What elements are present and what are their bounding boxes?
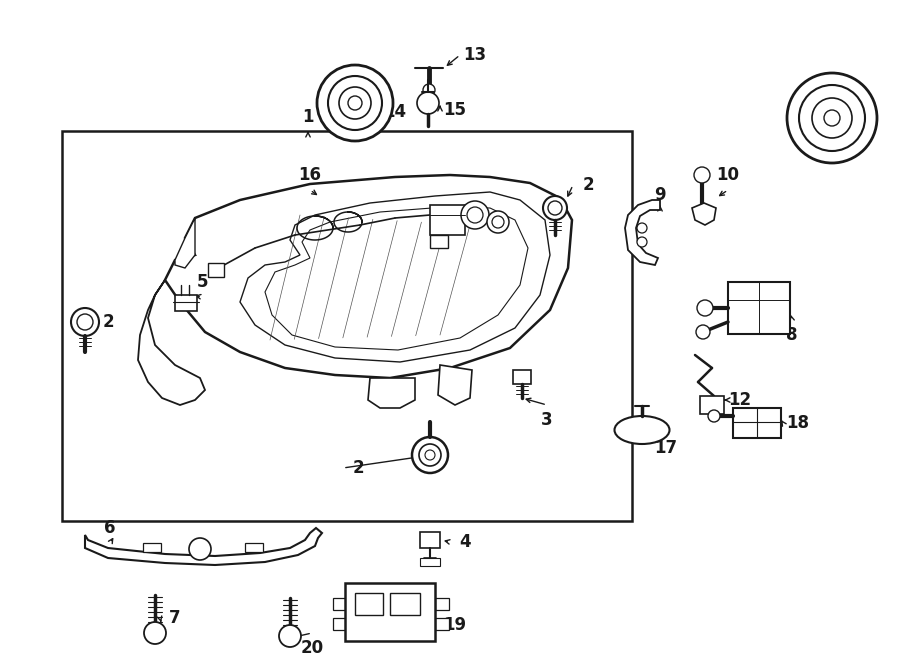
Bar: [175, 295, 197, 311]
Circle shape: [787, 73, 877, 163]
Circle shape: [71, 308, 99, 336]
Circle shape: [328, 76, 382, 130]
Polygon shape: [175, 218, 195, 268]
Bar: [390, 593, 420, 615]
Text: 2: 2: [352, 459, 364, 477]
Bar: [728, 282, 790, 334]
Polygon shape: [438, 365, 472, 405]
Circle shape: [144, 622, 166, 644]
Bar: [420, 532, 440, 548]
Circle shape: [697, 300, 713, 316]
Ellipse shape: [615, 416, 670, 444]
Text: 1: 1: [302, 108, 314, 126]
Bar: [245, 543, 263, 552]
Circle shape: [425, 450, 435, 460]
Text: 14: 14: [383, 103, 407, 121]
Circle shape: [548, 201, 562, 215]
Polygon shape: [625, 200, 660, 265]
Circle shape: [637, 237, 647, 247]
Circle shape: [543, 196, 567, 220]
Text: 9: 9: [654, 186, 666, 204]
Text: 12: 12: [728, 391, 752, 409]
Circle shape: [799, 85, 865, 151]
Bar: [733, 408, 781, 438]
Bar: [208, 263, 224, 277]
Text: 7: 7: [169, 609, 181, 627]
Bar: [355, 593, 383, 615]
Text: 2: 2: [103, 313, 113, 331]
Bar: [430, 235, 448, 248]
Text: 6: 6: [104, 519, 116, 537]
Text: 13: 13: [464, 46, 487, 64]
Bar: [333, 598, 347, 610]
Circle shape: [461, 201, 489, 229]
Text: 10: 10: [716, 166, 740, 184]
Text: 11: 11: [833, 91, 857, 109]
Text: 19: 19: [444, 616, 466, 634]
Circle shape: [417, 92, 439, 114]
Text: 4: 4: [459, 533, 471, 551]
Circle shape: [694, 167, 710, 183]
Circle shape: [423, 84, 435, 96]
Text: 2: 2: [582, 176, 594, 194]
Polygon shape: [138, 280, 205, 405]
Bar: [345, 583, 435, 641]
Circle shape: [279, 625, 301, 647]
Text: 8: 8: [787, 326, 797, 344]
Polygon shape: [240, 192, 550, 362]
Bar: [435, 618, 449, 630]
Polygon shape: [692, 203, 716, 225]
Circle shape: [824, 110, 840, 126]
Circle shape: [77, 314, 93, 330]
Polygon shape: [265, 207, 528, 350]
Bar: [430, 205, 465, 235]
Circle shape: [317, 65, 393, 141]
Text: 15: 15: [444, 101, 466, 119]
Polygon shape: [368, 378, 415, 408]
Bar: [420, 558, 440, 566]
Text: 16: 16: [299, 166, 321, 184]
Polygon shape: [165, 175, 572, 378]
Bar: [143, 543, 161, 552]
Text: 17: 17: [654, 439, 678, 457]
Bar: [435, 598, 449, 610]
Circle shape: [189, 538, 211, 560]
Bar: [333, 618, 347, 630]
Circle shape: [412, 437, 448, 473]
Circle shape: [467, 207, 483, 223]
Bar: [513, 370, 531, 384]
Circle shape: [339, 87, 371, 119]
Circle shape: [696, 325, 710, 339]
Circle shape: [637, 223, 647, 233]
Text: 18: 18: [787, 414, 809, 432]
Circle shape: [487, 211, 509, 233]
Polygon shape: [85, 528, 322, 565]
Bar: [62, 131, 632, 521]
Circle shape: [348, 96, 362, 110]
Circle shape: [419, 444, 441, 466]
Circle shape: [708, 410, 720, 422]
Text: 20: 20: [301, 639, 324, 657]
Text: 3: 3: [541, 411, 553, 429]
Bar: [700, 396, 724, 414]
Circle shape: [492, 216, 504, 228]
Circle shape: [812, 98, 852, 138]
Text: 5: 5: [196, 273, 208, 291]
